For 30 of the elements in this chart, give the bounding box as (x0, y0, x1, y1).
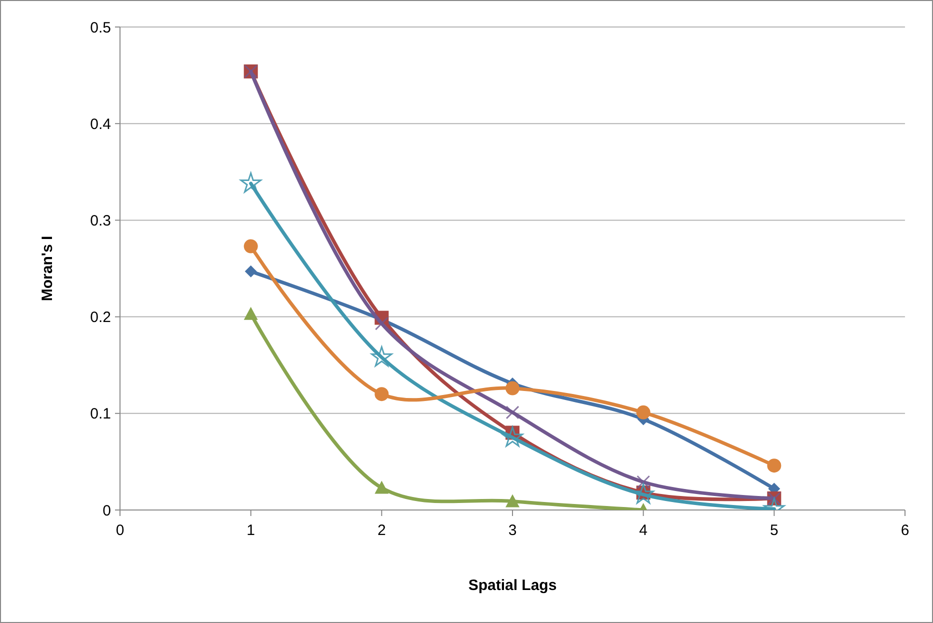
point (636, 405, 650, 420)
x-tick-label: 4 (639, 522, 648, 539)
point (244, 239, 258, 254)
x-tick-label: 1 (246, 522, 256, 539)
x-tick-label: 6 (900, 522, 910, 539)
y-tick-label: 0.1 (90, 406, 111, 423)
point (502, 426, 524, 447)
y-tick-label: 0.2 (90, 309, 111, 326)
x-tick-label: 3 (508, 522, 517, 539)
point (244, 265, 257, 278)
point (240, 172, 262, 193)
y-tick-label: 0.3 (90, 212, 111, 230)
point (374, 316, 388, 330)
x-tick-label: 5 (770, 522, 778, 539)
point (244, 306, 258, 320)
point (767, 458, 782, 473)
point (506, 381, 520, 396)
x-axis-title: Spatial Lags (468, 577, 557, 594)
point (374, 480, 389, 494)
y-tick-label: 0 (102, 502, 111, 520)
point (371, 346, 392, 366)
y-tick-label: 0.4 (90, 116, 111, 133)
point (506, 494, 520, 508)
y-axis-title: Moran's I (39, 236, 56, 302)
x-tick-label: 2 (377, 522, 386, 539)
y-tick-label: 0.5 (90, 19, 111, 36)
point (506, 406, 520, 420)
point (374, 387, 389, 402)
point (636, 475, 650, 489)
x-tick-label: 0 (116, 522, 124, 539)
